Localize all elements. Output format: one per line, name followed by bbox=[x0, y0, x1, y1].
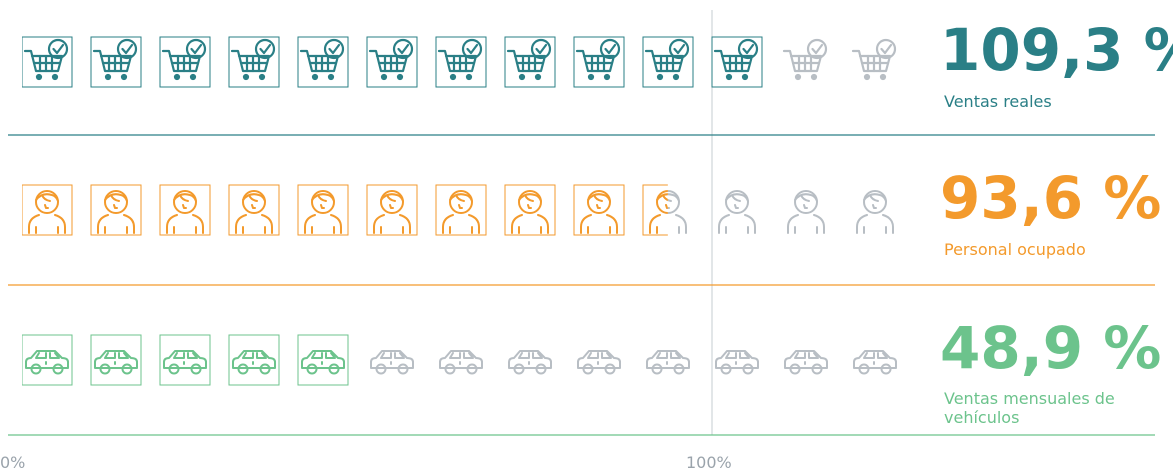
category-label: Personal ocupado bbox=[944, 240, 1086, 259]
value-icons bbox=[22, 36, 763, 88]
icon bbox=[439, 350, 483, 375]
icon bbox=[787, 190, 825, 234]
icon bbox=[853, 350, 897, 375]
icon-bg bbox=[228, 334, 280, 386]
icon bbox=[782, 38, 828, 81]
icon-bg bbox=[22, 334, 73, 386]
icon bbox=[718, 190, 756, 234]
value-label: 109,3 % bbox=[940, 16, 1173, 84]
value-label: 93,6 % bbox=[940, 164, 1161, 232]
icon bbox=[577, 350, 621, 375]
icon-bg bbox=[159, 334, 211, 386]
icon bbox=[370, 350, 414, 375]
icon bbox=[784, 350, 828, 375]
icon bbox=[856, 190, 894, 234]
icon bbox=[508, 350, 552, 375]
icon-bg bbox=[504, 184, 556, 236]
icon-bg bbox=[367, 335, 417, 385]
icon-bg bbox=[297, 334, 349, 386]
icon-bg bbox=[712, 335, 762, 385]
value-label: 48,9 % bbox=[940, 314, 1161, 382]
x-tick-label: 100% bbox=[686, 453, 732, 470]
icon-bg bbox=[643, 335, 693, 385]
value-icons bbox=[22, 334, 900, 386]
icon-bg bbox=[781, 335, 831, 385]
icon-bg bbox=[642, 184, 668, 236]
icon-bg bbox=[436, 335, 486, 385]
icon-bg bbox=[574, 335, 624, 385]
icon-bg bbox=[505, 335, 555, 385]
icon bbox=[851, 38, 897, 81]
category-label: Ventas mensuales de vehículos bbox=[944, 389, 1115, 427]
icon-bg bbox=[850, 335, 900, 385]
value-icons bbox=[22, 184, 668, 236]
icon bbox=[646, 350, 690, 375]
icon-bg bbox=[90, 334, 142, 386]
icon bbox=[715, 350, 759, 375]
category-label: Ventas reales bbox=[944, 92, 1052, 111]
inactive-icons bbox=[25, 350, 897, 375]
x-tick-label: 0% bbox=[0, 453, 25, 470]
